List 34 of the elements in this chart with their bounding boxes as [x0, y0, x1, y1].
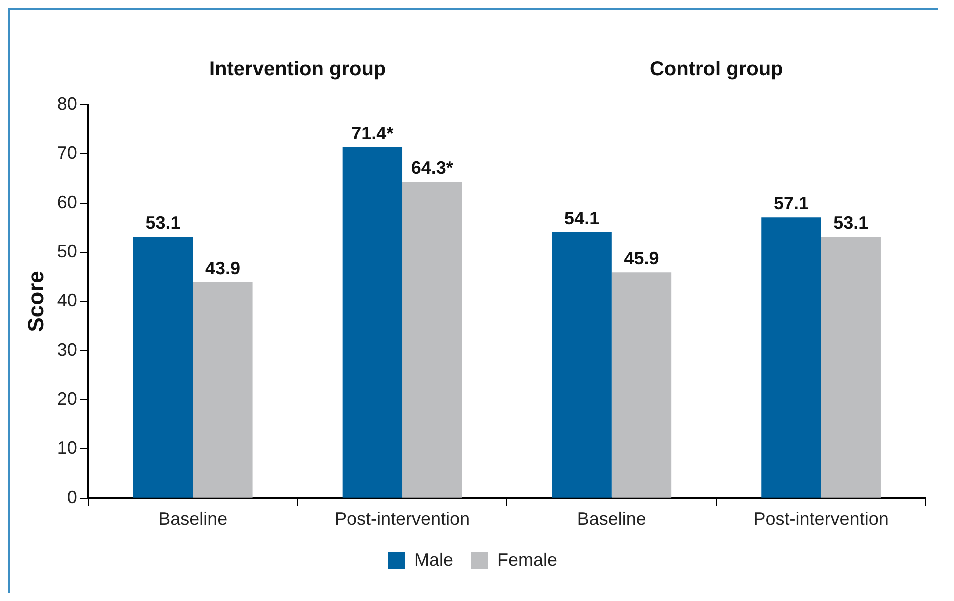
y-tick-label: 30 — [57, 340, 78, 360]
data-label: 53.1 — [146, 213, 181, 234]
bar — [402, 182, 462, 498]
data-label: 43.9 — [205, 258, 240, 278]
legend-label: Male — [414, 550, 454, 570]
y-tick-label: 60 — [57, 192, 78, 212]
x-tick-label: Post-intervention — [334, 509, 470, 530]
bar — [193, 282, 253, 498]
legend-label: Female — [497, 550, 558, 570]
bar — [552, 232, 612, 498]
bar — [133, 237, 194, 498]
y-tick-label: 70 — [57, 143, 78, 164]
y-tick-label: 80 — [57, 94, 78, 114]
data-label: 57.1 — [774, 194, 809, 214]
data-label: 54.1 — [564, 208, 600, 228]
text: Intervention group — [209, 58, 386, 81]
bar — [762, 218, 822, 498]
y-axis-title: Score — [23, 271, 48, 332]
bar — [612, 272, 672, 498]
y-tick-label: 40 — [57, 290, 78, 311]
x-tick-label: Post-intervention — [754, 509, 889, 530]
x-tick-label: Baseline — [577, 509, 646, 530]
bar — [821, 237, 881, 498]
data-label: 45.9 — [624, 248, 660, 269]
y-tick-label: 10 — [57, 438, 78, 458]
x-tick-label: Baseline — [158, 509, 228, 530]
bar — [342, 147, 403, 498]
y-tick-label: 20 — [57, 389, 78, 410]
data-label: 71.4* — [352, 123, 394, 144]
data-label: 64.3* — [411, 158, 454, 178]
data-label: 53.1 — [834, 213, 869, 234]
y-tick-label: 50 — [57, 241, 78, 262]
y-tick-label: 0 — [67, 487, 78, 508]
text: Control group — [650, 58, 784, 81]
